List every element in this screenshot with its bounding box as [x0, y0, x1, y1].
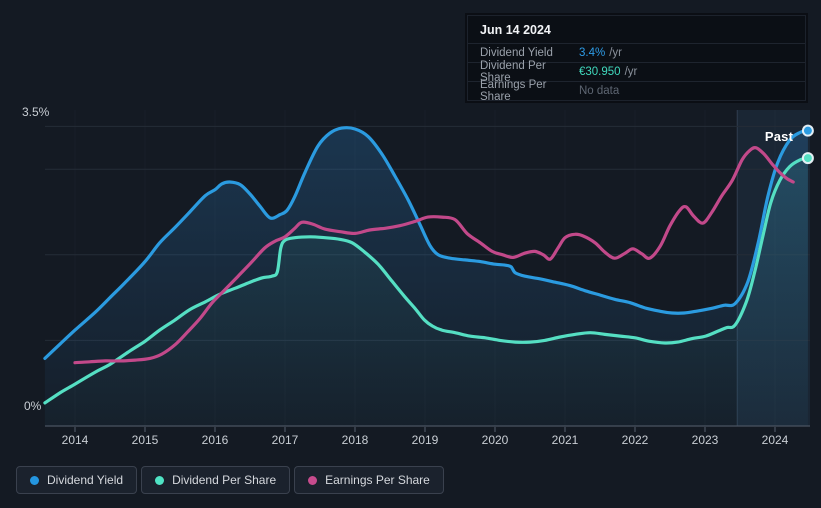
chart-legend: Dividend Yield Dividend Per Share Earnin… — [16, 466, 444, 494]
x-tick-2023: 2023 — [691, 433, 719, 447]
x-tick-2024: 2024 — [761, 433, 789, 447]
x-tick-2014: 2014 — [61, 433, 89, 447]
earnings-per-share-dot-icon — [308, 475, 318, 485]
legend-label: Dividend Yield — [47, 473, 124, 487]
legend-label: Earnings Per Share — [325, 473, 430, 487]
x-tick-2021: 2021 — [551, 433, 579, 447]
x-tick-2015: 2015 — [131, 433, 159, 447]
legend-item-dividend-per-share[interactable]: Dividend Per Share — [141, 466, 291, 494]
tooltip-value: No data — [579, 85, 620, 97]
tooltip-date: Jun 14 2024 — [480, 23, 551, 37]
tooltip-row-earnings-per-share: Earnings Per Share No data — [468, 79, 805, 103]
past-region-label: Past — [764, 129, 794, 144]
tooltip-label: Earnings Per Share — [480, 79, 547, 103]
x-tick-2022: 2022 — [621, 433, 649, 447]
x-tick-2019: 2019 — [411, 433, 439, 447]
tooltip-value: 3.4% — [579, 47, 606, 59]
legend-label: Dividend Per Share — [172, 473, 277, 487]
x-tick-2017: 2017 — [271, 433, 299, 447]
tooltip-unit: /yr — [609, 47, 622, 59]
y-axis-min-label: 0% — [24, 399, 42, 413]
legend-item-earnings-per-share[interactable]: Earnings Per Share — [294, 466, 444, 494]
x-tick-2016: 2016 — [201, 433, 229, 447]
tooltip-row-dividend-per-share: Dividend Per Share €30.950 /yr — [468, 60, 805, 84]
tooltip-value: €30.950 — [579, 66, 621, 78]
dividend-per-share-dot-icon — [155, 475, 165, 485]
tooltip-label: Dividend Per Share — [480, 60, 546, 84]
x-tick-2018: 2018 — [341, 433, 369, 447]
y-axis-max-label: 3.5% — [22, 105, 50, 119]
x-tick-2020: 2020 — [481, 433, 509, 447]
tooltip-row-dividend-yield: Dividend Yield 3.4% /yr — [468, 43, 805, 62]
chart-tooltip: Jun 14 2024 Dividend Yield 3.4% /yr Divi… — [467, 15, 806, 103]
tooltip-label: Dividend Yield — [480, 47, 553, 59]
tooltip-unit: /yr — [624, 66, 638, 78]
legend-item-dividend-yield[interactable]: Dividend Yield — [16, 466, 138, 494]
dividend-yield-dot-icon — [30, 475, 39, 485]
